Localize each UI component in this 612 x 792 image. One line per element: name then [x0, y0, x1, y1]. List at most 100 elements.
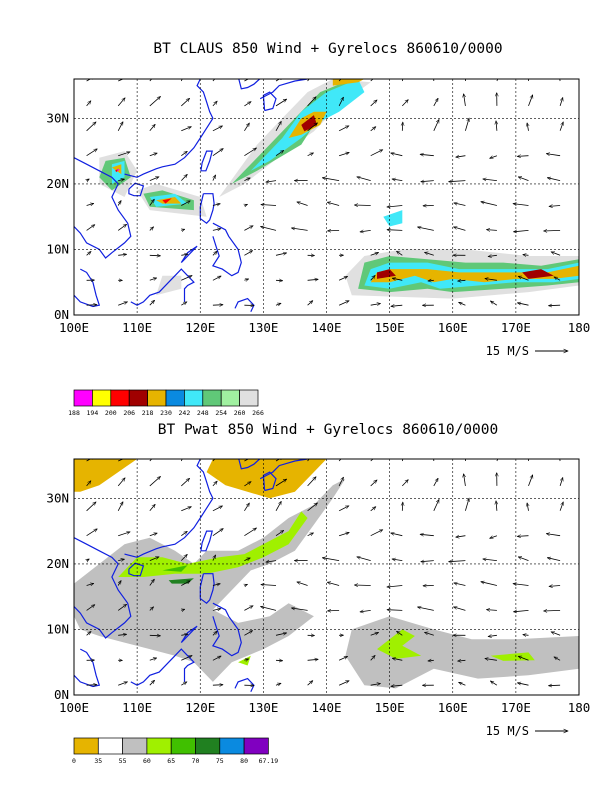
wind-vector [86, 149, 98, 157]
wind-vector [86, 685, 97, 686]
wind-vector [149, 79, 153, 82]
wind-vector [275, 633, 287, 636]
wind-vector [212, 125, 223, 132]
wind-vector [149, 680, 155, 686]
wind-vector [523, 255, 529, 256]
wind-vector [401, 459, 404, 462]
coastline [199, 573, 215, 604]
wind-vector [275, 121, 282, 131]
wind-vector [387, 230, 403, 231]
wind-vector [275, 459, 283, 462]
wind-vector [275, 253, 287, 256]
wind-vector [244, 204, 247, 205]
wind-vector [370, 100, 377, 107]
wind-vector [465, 498, 469, 511]
wind-vector [354, 585, 371, 586]
wind-vector [244, 557, 250, 561]
wind-vector [402, 480, 408, 487]
wind-vector [149, 96, 161, 107]
wind-vector [392, 278, 403, 280]
wind-vector [86, 631, 91, 636]
wind-vector [181, 200, 190, 206]
wind-vector [554, 656, 561, 661]
chart-panel-claus: BT CLAUS 850 Wind + Gyrelocs 860610/0000… [46, 41, 590, 417]
wind-vector [181, 681, 187, 686]
wind-vector [118, 179, 124, 180]
wind-vector [307, 279, 319, 280]
wind-vector [212, 275, 221, 281]
wind-vector [86, 459, 95, 462]
wind-vector [391, 685, 403, 686]
x-tick-label: 140E [311, 320, 341, 335]
wind-vector [118, 201, 122, 206]
y-tick-label: 30N [46, 110, 69, 125]
wind-vector [307, 97, 317, 107]
colorbar-label: 266 [252, 409, 264, 417]
wind-vector [338, 79, 342, 82]
wind-vector [212, 481, 217, 487]
wind-vector [370, 480, 377, 487]
y-tick-label: 20N [46, 176, 69, 191]
wind-vector [118, 254, 126, 255]
wind-vector [180, 79, 183, 82]
colorbar-label: 0 [72, 757, 76, 765]
y-tick-labels: 0N 10N 20N 30N [46, 110, 69, 322]
wind-vector [549, 206, 561, 207]
x-tick-label: 160E [438, 700, 468, 715]
wind-vector [459, 681, 466, 686]
wind-vector [244, 123, 249, 132]
wind-vector [181, 478, 189, 487]
wind-vector [517, 156, 529, 157]
chart-panel-pwat: BT Pwat 850 Wind + Gyrelocs 860610/0000 … [46, 422, 590, 765]
wind-vector [266, 181, 277, 183]
colorbar-label: 65 [167, 757, 175, 765]
wind-vector [322, 558, 340, 561]
coastline [200, 150, 213, 172]
x-tick-label: 120E [185, 700, 215, 715]
colorbar-label: 70 [192, 757, 200, 765]
wind-vector [87, 178, 90, 181]
wind-vector [149, 635, 161, 636]
wind-vector [149, 504, 155, 512]
wind-vector [307, 477, 317, 487]
wind-vector [547, 558, 561, 561]
wind-vector [551, 252, 561, 256]
wind-vector [86, 605, 95, 611]
wind-vector [117, 122, 124, 131]
wind-vector [402, 122, 403, 131]
wind-vector [118, 152, 130, 157]
wind-vector [307, 681, 313, 686]
wind-vector [275, 479, 287, 487]
contour-region [74, 459, 138, 492]
wind-vector [544, 610, 561, 611]
wind-vector [370, 127, 376, 132]
coastline [128, 562, 145, 577]
wind-vector [87, 558, 90, 561]
wind-vector [244, 584, 247, 585]
wind-vector [297, 202, 308, 206]
colorbar-label: 188 [68, 409, 80, 417]
x-tick-label: 100E [59, 700, 89, 715]
wind-vector [360, 610, 371, 612]
wind-vector [181, 634, 188, 635]
coastline [74, 648, 101, 688]
wind-vector [307, 79, 312, 82]
x-tick-label: 180 [568, 320, 591, 335]
wind-vector [328, 610, 340, 611]
wind-vector [244, 605, 253, 611]
wind-vector [513, 204, 529, 206]
wind-vector [418, 607, 434, 611]
wind-vector [518, 557, 529, 561]
wind-vector [338, 97, 344, 107]
coastline [74, 268, 101, 308]
colorbar-label: 60 [143, 757, 151, 765]
wind-vector [387, 586, 403, 588]
wind-vector [433, 500, 440, 511]
colorbar-swatch [97, 737, 123, 755]
coastline [234, 297, 255, 312]
wind-vector [181, 229, 185, 230]
colorbar-swatch [202, 389, 222, 407]
contour-region [118, 511, 308, 577]
wind-vector [86, 305, 97, 306]
wind-vector [118, 682, 127, 686]
